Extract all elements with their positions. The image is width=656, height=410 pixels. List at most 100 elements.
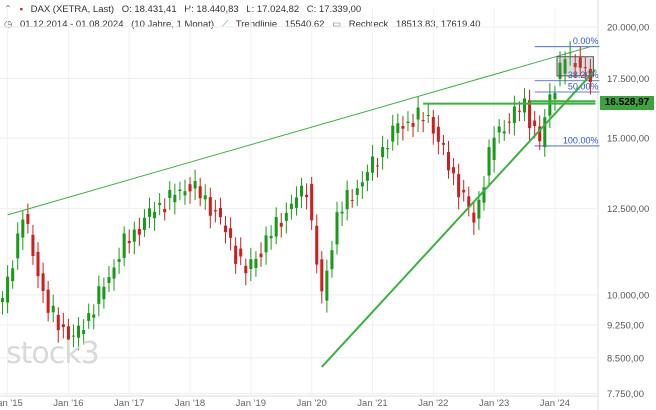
candle-body — [46, 289, 50, 313]
candle-body — [87, 313, 91, 321]
candle-body — [411, 123, 415, 127]
y-tick-label: 9.250,00 — [607, 321, 644, 332]
candle-body — [528, 100, 532, 129]
candle-body — [183, 191, 187, 196]
candle-body — [335, 212, 339, 245]
candle-body — [234, 245, 238, 264]
close-value: C: 17.339,00 — [306, 4, 362, 15]
candle-body — [274, 217, 278, 237]
candle-body — [315, 225, 319, 265]
y-tick-label: 8.500,00 — [607, 353, 644, 364]
candle-body — [122, 233, 126, 258]
candle-body — [502, 131, 506, 134]
candle-body — [355, 188, 359, 195]
candle-body — [264, 235, 268, 253]
candle-body — [142, 217, 146, 231]
candle-body — [137, 228, 141, 235]
candle-body — [305, 194, 309, 198]
x-tick-label: Jan '15 — [0, 398, 23, 409]
candle-body — [548, 94, 552, 116]
rectangle-icon[interactable]: ▭ — [332, 19, 342, 30]
candle-body — [300, 185, 304, 197]
rectangle-shape — [556, 56, 594, 77]
range-row: ◷ 01.12.2014 - 01.08.2024 (10 Jahre, 1 M… — [4, 19, 485, 30]
candle-body — [193, 181, 197, 189]
y-tick-label: 10.000,00 — [607, 290, 649, 301]
candle-body — [391, 125, 395, 142]
candle-body — [406, 121, 410, 124]
candle-body — [254, 258, 258, 269]
fib-level-label: 100.00% — [563, 135, 599, 145]
candle-body — [61, 324, 65, 328]
candle-body — [31, 234, 35, 257]
fib-level-label: 38.20% — [568, 70, 599, 80]
x-tick-label: Jan '16 — [53, 398, 83, 409]
candle-body — [487, 147, 491, 176]
candle-body — [147, 208, 152, 217]
candle-body — [538, 126, 542, 142]
candle-body — [56, 314, 60, 331]
candle-body — [21, 219, 25, 238]
x-tick-label: Jan '23 — [479, 398, 509, 409]
candle-body — [269, 235, 273, 239]
candle-body — [310, 183, 314, 221]
candle-body — [386, 147, 390, 150]
candle-body — [340, 211, 344, 214]
candle-body — [583, 67, 587, 69]
candle-body — [127, 240, 131, 244]
candle-body — [82, 330, 86, 335]
candle-body — [462, 189, 466, 193]
candle-body — [41, 273, 45, 292]
candle-body — [112, 267, 116, 279]
low-value: L: 17.024,82 — [246, 4, 300, 15]
candle-body — [66, 326, 70, 340]
candle-body — [446, 151, 451, 171]
rectangle-drawing[interactable] — [556, 56, 594, 77]
stock3-logo: stock3 — [6, 336, 100, 371]
candle-body — [320, 259, 324, 292]
candle-body — [259, 253, 263, 258]
y-tick-label: 12.500,00 — [607, 204, 649, 215]
candle-body — [563, 59, 567, 74]
candle-body — [416, 107, 420, 120]
y-tick-label: 7.750,00 — [607, 389, 644, 400]
candle-body — [431, 117, 435, 134]
grid — [0, 0, 599, 410]
candle-body — [350, 199, 354, 201]
candle-body — [158, 202, 162, 205]
candle-body — [457, 174, 461, 198]
candle-body — [117, 259, 121, 262]
high-value: H: 18.440,83 — [184, 4, 239, 15]
candle-body — [163, 208, 167, 213]
candle-body — [294, 197, 298, 208]
candle-body — [543, 117, 547, 148]
trendline-icon[interactable]: ⟋ — [221, 19, 229, 30]
x-tick-label: Jan '18 — [175, 398, 205, 409]
candle-body — [330, 250, 334, 270]
trend-line — [7, 46, 591, 216]
trend-lines[interactable] — [7, 46, 597, 368]
candle-body — [188, 184, 192, 192]
candle-body — [467, 196, 471, 207]
x-axis: Jan '15 Jan '16 Jan '17 Jan '18 Jan '19 Jan '… — [0, 398, 570, 409]
rectangle-label: Rechteck — [348, 19, 389, 30]
candle-body — [173, 194, 177, 203]
period-label: (10 Jahre, 1 Monat) — [131, 19, 215, 30]
candle-body — [365, 172, 369, 181]
candle-body — [51, 305, 55, 313]
candle-body — [218, 207, 222, 218]
candle-body — [208, 197, 212, 216]
candle-body — [360, 182, 364, 187]
candle-body — [370, 156, 375, 173]
candle-body — [168, 189, 172, 199]
candle-body — [497, 126, 501, 133]
candle-body — [279, 222, 283, 227]
fib-level-label: 50.00% — [568, 81, 599, 91]
candle-body — [452, 167, 456, 174]
y-axis: 20.000,00 17.500,00 15.000,00 12.500,00 10.0… — [607, 22, 649, 400]
candle-body — [77, 325, 81, 338]
x-tick-label: Jan '24 — [540, 398, 570, 409]
candle-body — [482, 187, 486, 203]
candle-body — [71, 335, 76, 337]
